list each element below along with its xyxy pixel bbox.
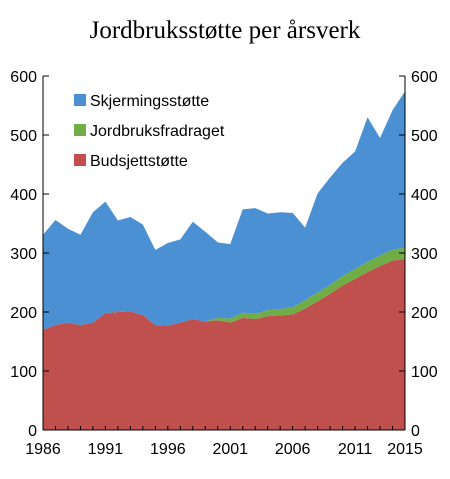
series-areas <box>43 91 405 430</box>
legend-label-budsjettst-tte: Budsjettstøtte <box>90 153 188 170</box>
series-area-skjermingsst-tte <box>43 91 405 330</box>
legend-swatch-jordbruksfradraget <box>74 124 86 136</box>
y-tick-label-left: 500 <box>10 128 37 145</box>
axes: 0 0 100 100 200 200 300 300 400 400 500 500 600 600 19… <box>10 69 438 458</box>
legend-label-jordbruksfradraget: Jordbruksfradraget <box>90 123 225 140</box>
x-tick-label: 2015 <box>387 441 423 458</box>
x-tick-label: 1991 <box>88 441 124 458</box>
x-tick-label: 1986 <box>25 441 61 458</box>
y-tick-label-right: 0 <box>411 423 420 440</box>
y-tick-label-left: 600 <box>10 69 37 86</box>
y-tick-label-left: 200 <box>10 305 37 322</box>
y-tick-label-left: 300 <box>10 246 37 263</box>
x-tick-label: 2006 <box>275 441 311 458</box>
y-tick-label-right: 200 <box>411 305 438 322</box>
y-tick-label-right: 400 <box>411 187 438 204</box>
y-tick-label-left: 0 <box>28 423 37 440</box>
y-tick-label-right: 300 <box>411 246 438 263</box>
x-tick-label: 2011 <box>338 441 373 458</box>
legend-label-skjermingsst-tte: Skjermingsstøtte <box>90 93 209 110</box>
y-tick-label-left: 100 <box>10 364 37 381</box>
series-area-jordbruksfradraget <box>43 247 405 330</box>
y-tick-label-right: 100 <box>411 364 438 381</box>
x-tick-label: 1996 <box>150 441 186 458</box>
y-tick-label-right: 600 <box>411 69 438 86</box>
legend: Skjermingsstøtte Jordbruksfradraget Budsje… <box>74 93 225 170</box>
legend-swatch-skjermingsst-tte <box>74 94 86 106</box>
series-area-budsjettst-tte <box>43 258 405 430</box>
x-tick-label: 2001 <box>212 441 248 458</box>
y-tick-label-left: 400 <box>10 187 37 204</box>
y-tick-label-right: 500 <box>411 128 438 145</box>
legend-swatch-budsjettst-tte <box>74 154 86 166</box>
chart-title: Jordbruksstøtte per årsverk <box>90 17 361 44</box>
